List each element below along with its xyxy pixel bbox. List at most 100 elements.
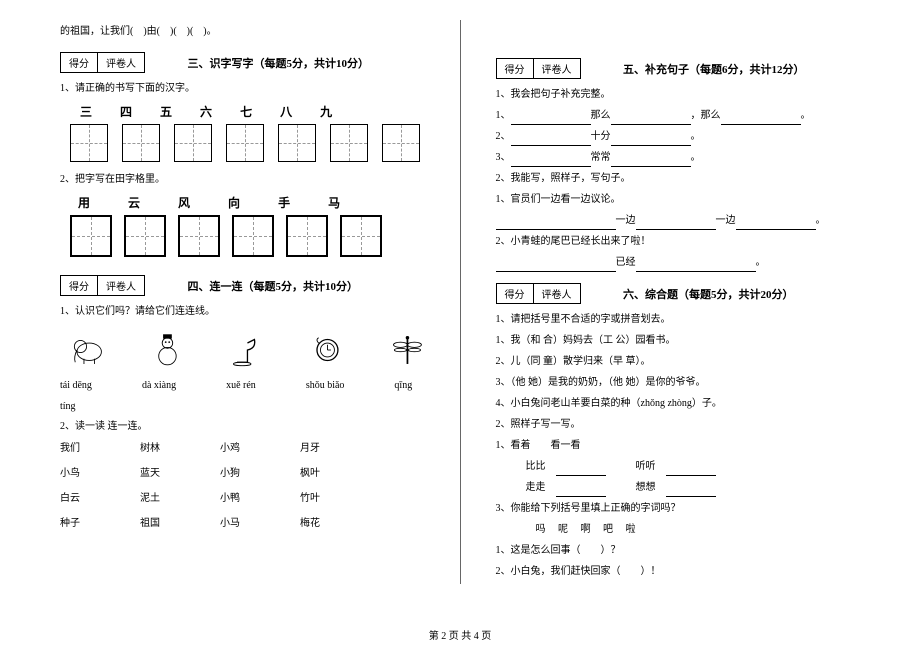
writing-grid xyxy=(286,215,328,257)
q6-1: 1、请把括号里不合适的字或拼音划去。 xyxy=(496,312,861,328)
word: 蓝天 xyxy=(140,464,160,479)
item: 2、小白兔，我们赶快回家（ ）！ xyxy=(496,563,861,581)
q5-1: 1、我会把句子补充完整。 xyxy=(496,87,861,103)
writing-grid xyxy=(178,215,220,257)
pinyin: dà xiàng xyxy=(142,380,176,391)
column-divider xyxy=(460,20,461,584)
word: 梅花 xyxy=(300,514,320,529)
blank xyxy=(496,218,616,230)
fill-line: 一边一边。 xyxy=(496,212,861,230)
section-5-title: 五、补充句子（每题6分，共计12分） xyxy=(623,64,805,76)
char: 手 xyxy=(278,194,290,211)
fill-line: 走走 想想 xyxy=(526,479,861,497)
q4-2: 2、读一读 连一连。 xyxy=(60,419,425,435)
text: 已经 xyxy=(616,257,636,268)
snowman-icon xyxy=(150,330,185,370)
pinyin-row: tái dēng dà xiàng xuě rén shǒu biǎo qīng xyxy=(60,380,425,391)
writing-grid xyxy=(122,124,160,162)
fill-line: 1、那么，那么。 xyxy=(496,107,861,125)
pinyin: xuě rén xyxy=(226,380,256,391)
word: 树林 xyxy=(140,439,160,454)
score-box: 得分 评卷人 xyxy=(60,275,145,296)
blank xyxy=(611,134,691,146)
score-box: 得分 评卷人 xyxy=(496,58,581,79)
blank xyxy=(556,464,606,476)
writing-grid xyxy=(232,215,274,257)
icon-row xyxy=(70,330,425,370)
char: 云 xyxy=(128,194,140,211)
writing-grid xyxy=(382,124,420,162)
top-fragment: 的祖国，让我们( )由( )( )( )。 xyxy=(60,24,425,40)
blank xyxy=(556,485,606,497)
text: 走走 xyxy=(526,482,546,493)
example: 2、小青蛙的尾巴已经长出来了啦！ xyxy=(496,233,861,251)
text: 常常 xyxy=(591,152,611,163)
section-3-title: 三、识字写字（每题5分，共计10分） xyxy=(188,58,370,70)
section-6-title: 六、综合题（每题5分，共计20分） xyxy=(623,289,794,301)
item: 4、小白兔问老山羊要白菜的种（zhǒng zhòng）子。 xyxy=(496,395,861,413)
score-label: 得分 xyxy=(497,59,534,78)
item: 1、我（和 合）妈妈去（工 公）园看书。 xyxy=(496,332,861,350)
watch-icon xyxy=(310,330,345,370)
word: 小狗 xyxy=(220,464,240,479)
pinyin-cont: tíng xyxy=(60,399,425,415)
char: 三 xyxy=(80,103,92,120)
text: 1、 xyxy=(496,110,511,121)
writing-grid xyxy=(174,124,212,162)
blank xyxy=(611,155,691,167)
q6-2: 2、照样子写一写。 xyxy=(496,417,861,433)
left-column: 的祖国，让我们( )由( )( )( )。 得分 评卷人 三、识字写字（每题5分… xyxy=(60,20,425,584)
writing-grid xyxy=(278,124,316,162)
elephant-icon xyxy=(70,330,105,370)
q5-2: 2、我能写，照样子，写句子。 xyxy=(496,171,861,187)
writing-grid xyxy=(70,215,112,257)
char: 马 xyxy=(328,194,340,211)
writing-grid xyxy=(330,124,368,162)
q4-1: 1、认识它们吗？请给它们连连线。 xyxy=(60,304,425,320)
grader-label: 评卷人 xyxy=(98,276,144,295)
options: 吗 呢 啊 吧 啦 xyxy=(536,521,861,539)
text: 2、 xyxy=(496,131,511,142)
pinyin: shǒu biǎo xyxy=(306,380,345,391)
word: 小马 xyxy=(220,514,240,529)
char-row-1: 三 四 五 六 七 八 九 xyxy=(80,103,425,120)
word-col: 小鸡 小狗 小鸭 小马 xyxy=(220,439,240,529)
score-label: 得分 xyxy=(61,53,98,72)
text: 那么 xyxy=(591,110,611,121)
char-row-2: 用 云 风 向 手 马 xyxy=(78,194,425,211)
fill-line: 比比 听听 xyxy=(526,458,861,476)
word-col: 树林 蓝天 泥土 祖国 xyxy=(140,439,160,529)
word: 我们 xyxy=(60,439,80,454)
blank xyxy=(666,464,716,476)
blank xyxy=(611,113,691,125)
item: 3、（他 她）是我的奶奶，（他 她）是你的爷爷。 xyxy=(496,374,861,392)
word: 竹叶 xyxy=(300,489,320,504)
text: 一边 xyxy=(716,215,736,226)
grader-label: 评卷人 xyxy=(534,284,580,303)
pinyin: qīng xyxy=(394,380,412,391)
q3-1: 1、请正确的书写下面的汉字。 xyxy=(60,81,425,97)
blank xyxy=(636,218,716,230)
char: 风 xyxy=(178,194,190,211)
text: 比比 xyxy=(526,461,546,472)
lamp-icon xyxy=(230,330,265,370)
word-col: 我们 小鸟 白云 种子 xyxy=(60,439,80,529)
example: 1、官员们一边看一边议论。 xyxy=(496,191,861,209)
blank xyxy=(721,113,801,125)
item: 1、这是怎么回事（ ）？ xyxy=(496,542,861,560)
word: 白云 xyxy=(60,489,80,504)
char: 用 xyxy=(78,194,90,211)
fill-line: 3、常常。 xyxy=(496,149,861,167)
char: 四 xyxy=(120,103,132,120)
score-box: 得分 评卷人 xyxy=(496,283,581,304)
blank xyxy=(511,155,591,167)
word: 月牙 xyxy=(300,439,320,454)
char: 九 xyxy=(320,103,332,120)
q3-2: 2、把字写在田字格里。 xyxy=(60,172,425,188)
writing-grid xyxy=(340,215,382,257)
char: 七 xyxy=(240,103,252,120)
score-label: 得分 xyxy=(61,276,98,295)
item: 2、儿（同 童）散学归来（早 草）。 xyxy=(496,353,861,371)
char: 向 xyxy=(228,194,240,211)
word: 泥土 xyxy=(140,489,160,504)
